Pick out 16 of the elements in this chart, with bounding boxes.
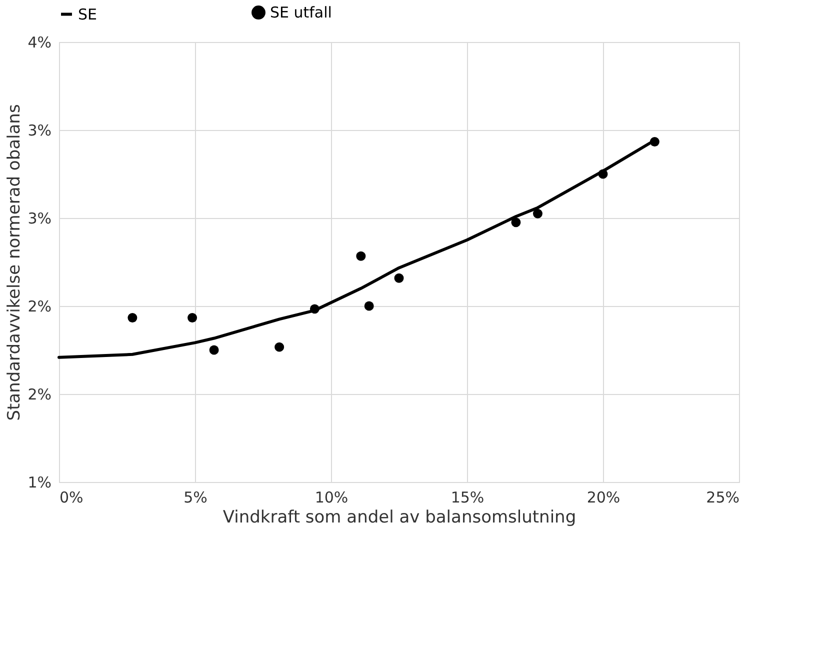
x-tick-label: 0% xyxy=(60,488,84,506)
x-tick-label: 20% xyxy=(586,488,620,506)
y-tick-label: 4% xyxy=(28,34,52,52)
x-tick-label: 15% xyxy=(450,488,484,506)
legend-label: SE utfall xyxy=(270,4,332,22)
x-axis-title: Vindkraft som andel av balansomslutning xyxy=(222,508,576,528)
y-tick-label: 3% xyxy=(28,122,52,140)
y-tick-label: 2% xyxy=(28,386,52,404)
y-tick-label: 2% xyxy=(28,298,52,316)
x-tick-label: 25% xyxy=(706,488,740,506)
y-tick-label: 1% xyxy=(28,474,52,492)
y-tick-label: 3% xyxy=(28,210,52,228)
legend-label: SE xyxy=(78,5,97,24)
y-axis-title: Standardavvikelse normerad obalans xyxy=(4,104,25,421)
x-tick-label: 5% xyxy=(184,488,208,506)
x-tick-label: 10% xyxy=(314,488,348,506)
